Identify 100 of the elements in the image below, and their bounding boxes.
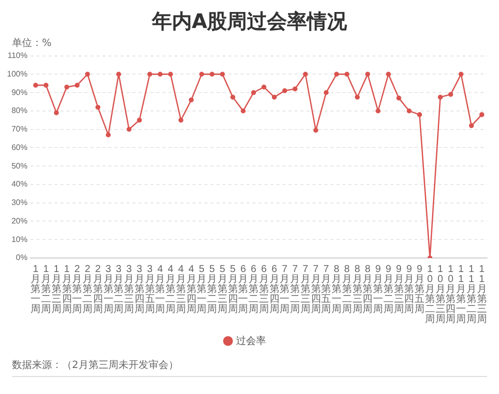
x-tick-label: 8月第一周 bbox=[332, 264, 342, 315]
x-tick-label: 2月第二周 bbox=[82, 264, 93, 315]
point bbox=[396, 96, 402, 101]
point bbox=[313, 128, 318, 133]
point bbox=[210, 72, 214, 77]
point bbox=[116, 72, 122, 77]
x-tick-label: 1月第二周 bbox=[41, 264, 52, 315]
x-tick-label: 1月第一周 bbox=[30, 264, 41, 315]
x-tick-label: 7月第二周 bbox=[290, 264, 300, 315]
point bbox=[33, 82, 38, 88]
x-tick-label: 9月第五周 bbox=[414, 264, 425, 315]
point bbox=[136, 118, 142, 123]
y-tick-label: 90% bbox=[11, 88, 28, 97]
point bbox=[261, 84, 266, 90]
point bbox=[448, 92, 454, 97]
point bbox=[354, 94, 360, 100]
y-tick-label: 70% bbox=[11, 124, 28, 134]
point bbox=[240, 108, 246, 114]
x-tick-label: 3月第四周 bbox=[134, 264, 144, 315]
point bbox=[282, 88, 288, 94]
y-tick-label: 110% bbox=[8, 51, 28, 60]
x-tick-label: 3月第二周 bbox=[114, 264, 124, 315]
legend-label: 过会率 bbox=[236, 334, 266, 347]
y-tick-label: 80% bbox=[11, 106, 28, 116]
x-tick-label: 5月第四周 bbox=[228, 264, 238, 315]
y-tick-label: 10% bbox=[11, 234, 28, 244]
x-tick-label: 9月第四周 bbox=[404, 264, 414, 315]
x-tick-label: 6月第四周 bbox=[269, 264, 280, 315]
x-tick-label: 9月第三周 bbox=[394, 264, 404, 315]
point bbox=[44, 82, 48, 88]
point bbox=[126, 126, 132, 132]
point bbox=[220, 72, 225, 77]
point bbox=[344, 72, 350, 77]
x-tick-label: 7月第三周 bbox=[300, 264, 310, 315]
y-tick-label: 50% bbox=[11, 161, 28, 170]
x-tick-label: 4月第四周 bbox=[186, 264, 196, 315]
x-tick-label: 5月第一周 bbox=[196, 264, 207, 315]
x-tick-label: 10月第二周 bbox=[424, 264, 435, 325]
chart-title: 年内A股周过会率情况 bbox=[150, 8, 348, 35]
y-tick-label: 0% bbox=[16, 253, 28, 262]
x-tick-label: 5月第三周 bbox=[217, 264, 228, 315]
point bbox=[54, 110, 59, 116]
x-tick-label: 9月第二周 bbox=[383, 264, 394, 315]
x-tick-label: 2月第四周 bbox=[92, 264, 103, 315]
point bbox=[302, 72, 308, 77]
x-tick-label: 2月第一周 bbox=[72, 264, 82, 315]
source-note: 数据来源：（2月第三周未开发审会） bbox=[12, 358, 178, 372]
point bbox=[417, 112, 422, 118]
x-tick-label: 8月第二周 bbox=[342, 264, 352, 315]
x-tick-label: 11月第三周 bbox=[476, 264, 487, 325]
x-tick-label: 6月第二周 bbox=[248, 264, 259, 315]
x-tick-label: 11月第一周 bbox=[456, 264, 466, 325]
point bbox=[178, 118, 184, 123]
x-tick-label: 9月第一周 bbox=[373, 264, 384, 315]
x-tick-label: 7月第一周 bbox=[280, 264, 290, 315]
point bbox=[479, 112, 484, 118]
point bbox=[292, 86, 298, 92]
x-tick-label: 5月第二周 bbox=[207, 264, 218, 315]
point bbox=[188, 97, 194, 102]
x-tick-label: 10月第四周 bbox=[446, 264, 456, 325]
x-tick-label: 7月第五周 bbox=[321, 264, 332, 315]
point bbox=[334, 72, 339, 77]
point bbox=[458, 72, 464, 77]
point bbox=[272, 94, 277, 100]
point bbox=[74, 82, 80, 88]
point bbox=[199, 72, 204, 77]
x-tick-label: 3月第三周 bbox=[124, 264, 134, 315]
x-tick-label: 11月第二周 bbox=[466, 264, 476, 325]
y-tick-label: 60% bbox=[11, 142, 28, 152]
x-tick-label: 7月第四周 bbox=[310, 264, 321, 315]
point bbox=[168, 72, 173, 77]
x-tick-label: 6月第一周 bbox=[238, 264, 248, 315]
y-tick-label: 20% bbox=[11, 216, 28, 226]
x-tick-label: 8月第四周 bbox=[362, 264, 373, 315]
x-tick-label: 1月第三周 bbox=[51, 264, 62, 315]
point bbox=[95, 104, 100, 110]
point bbox=[106, 132, 111, 138]
point bbox=[147, 72, 152, 77]
x-tick-label: 4月第一周 bbox=[155, 264, 166, 315]
point bbox=[85, 72, 90, 77]
point bbox=[158, 72, 163, 77]
x-tick-label: 6月第三周 bbox=[258, 264, 269, 315]
text: 单位：% bbox=[12, 36, 52, 50]
point bbox=[251, 90, 256, 96]
point bbox=[386, 72, 391, 77]
x-tick-label: 4月第二周 bbox=[166, 264, 176, 315]
x-tick-label: 10月第三周 bbox=[435, 264, 446, 325]
point bbox=[64, 84, 70, 90]
y-tick-label: 30% bbox=[11, 198, 28, 208]
y-tick-label: 100% bbox=[6, 69, 28, 78]
x-tick-label: 8月第三周 bbox=[352, 264, 362, 315]
point bbox=[406, 108, 412, 114]
point bbox=[438, 94, 443, 100]
x-tick-label: 3月第一周 bbox=[103, 264, 114, 315]
point bbox=[365, 72, 370, 77]
point bbox=[230, 94, 236, 100]
x-tick-label: 4月第三周 bbox=[176, 264, 186, 315]
x-tick-label: 3月第五周 bbox=[144, 264, 155, 315]
point bbox=[468, 123, 474, 128]
y-tick-label: 40% bbox=[11, 180, 28, 189]
